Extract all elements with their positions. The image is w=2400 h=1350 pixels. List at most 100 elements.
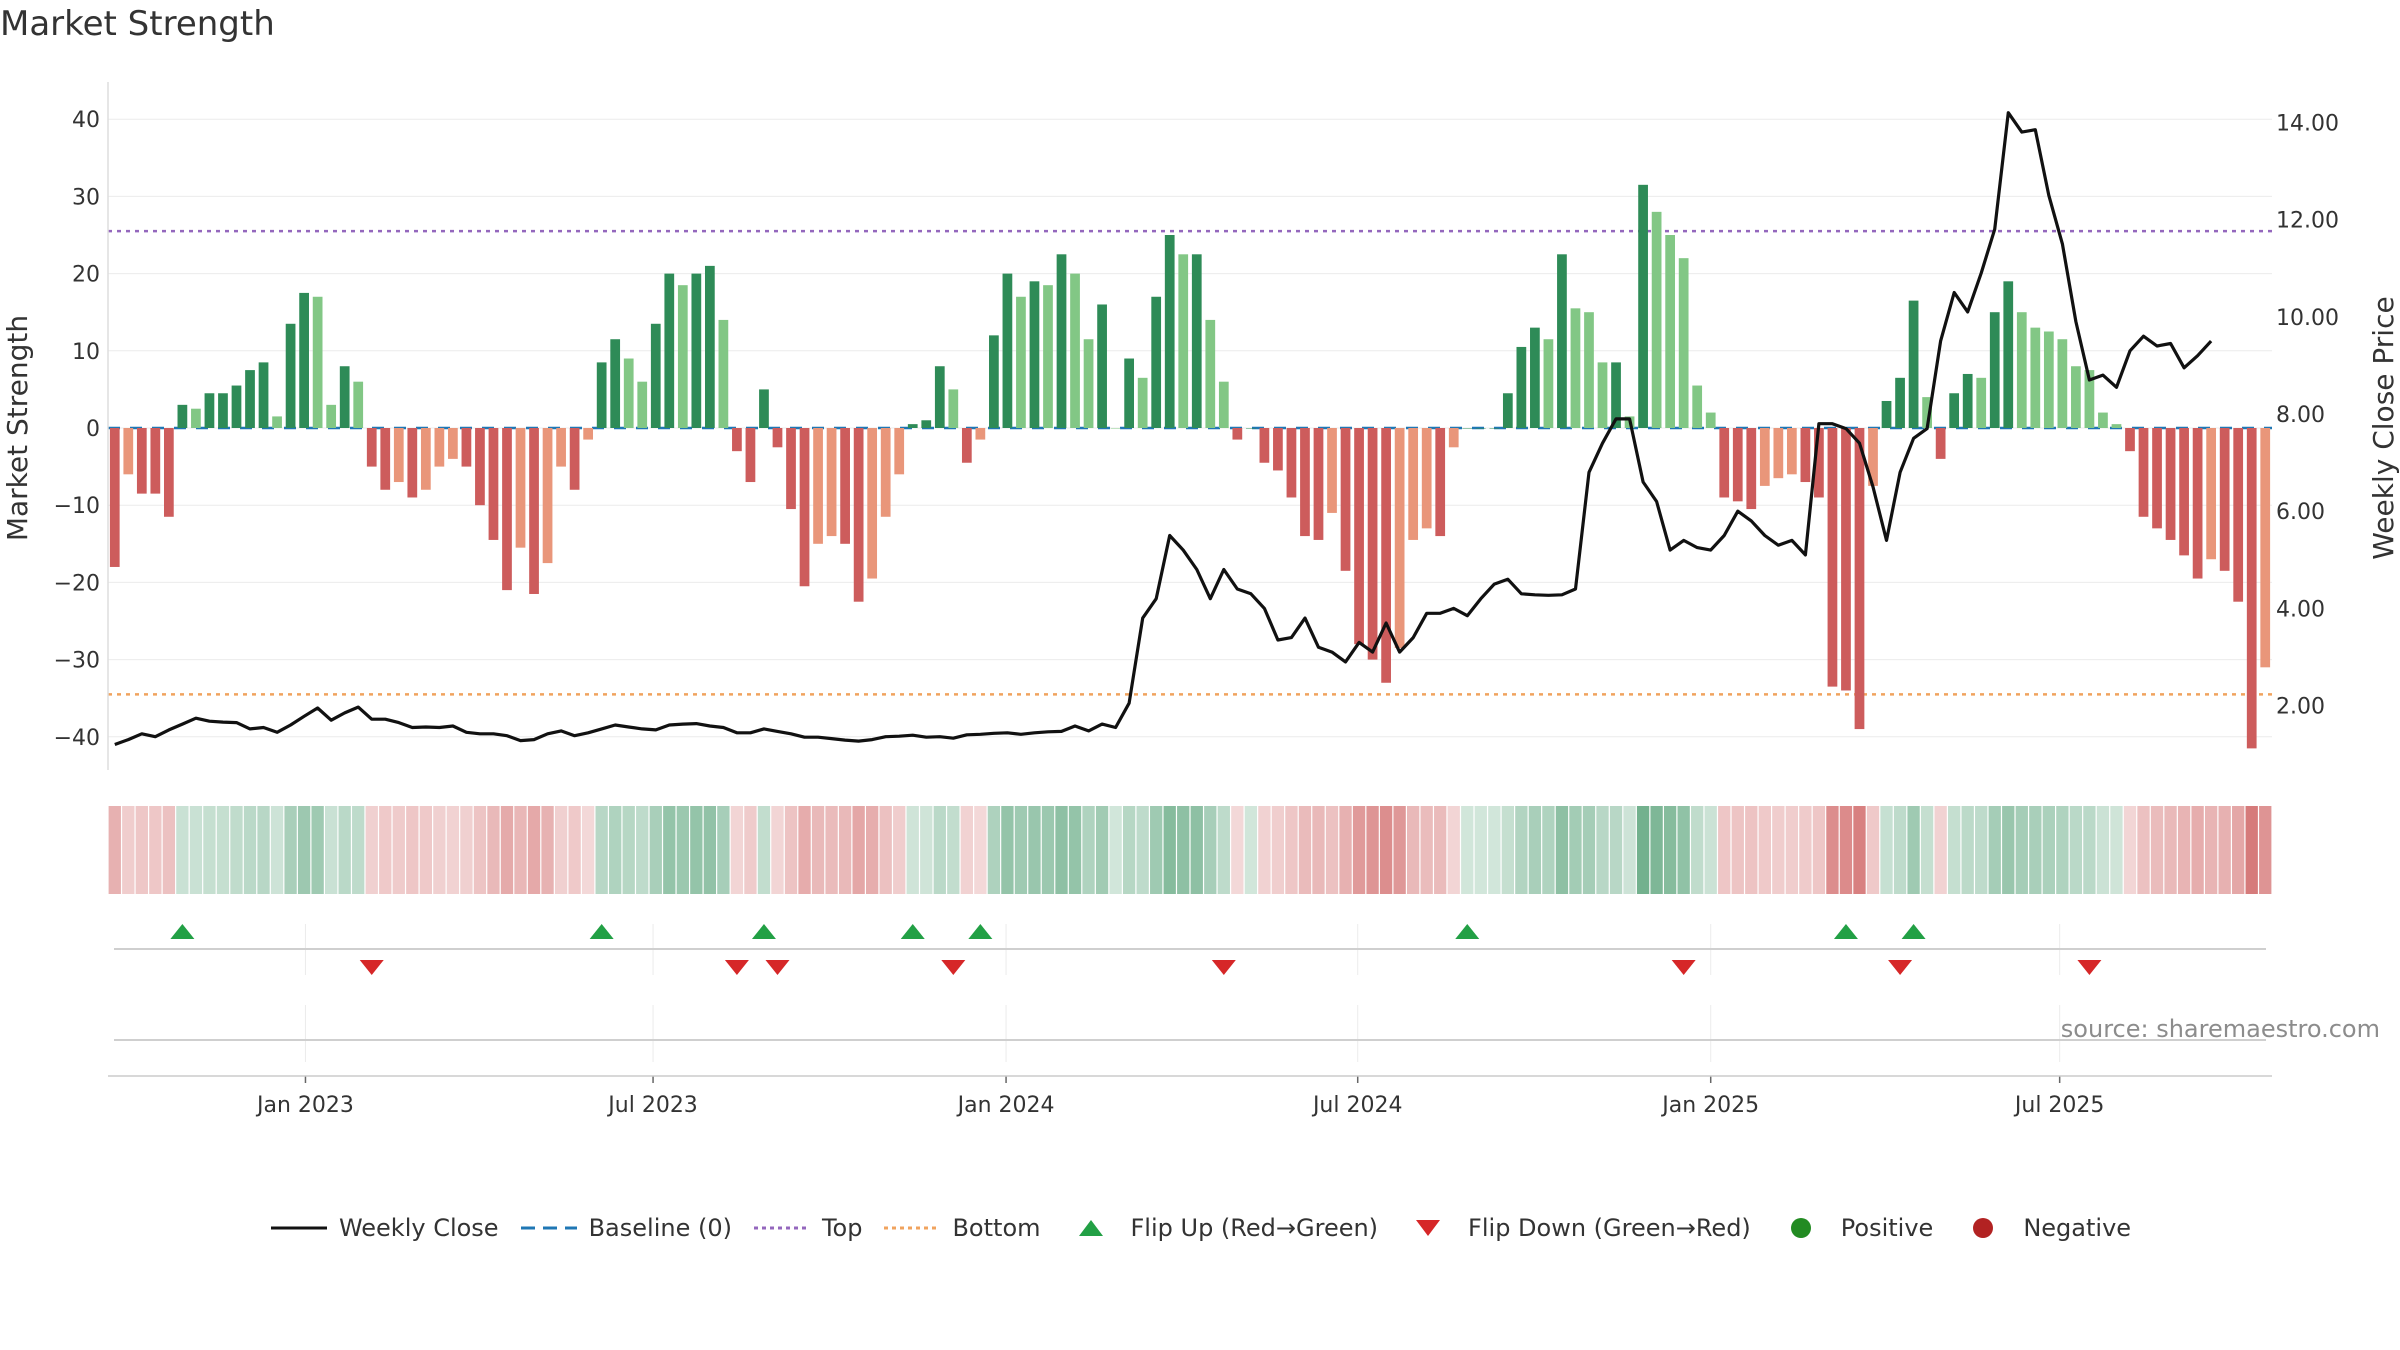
strength-bar — [1043, 285, 1053, 428]
flip-down-marker — [765, 960, 790, 975]
heat-cell — [1447, 806, 1460, 894]
heat-cell — [676, 806, 689, 894]
heat-cell — [122, 806, 135, 894]
strength-bar — [1191, 254, 1202, 428]
heat-cell — [216, 806, 230, 894]
heat-cell — [1799, 806, 1812, 894]
strength-bar — [2206, 428, 2217, 560]
heat-cell — [2083, 806, 2096, 894]
heat-cell — [1758, 806, 1771, 894]
strength-bar — [921, 420, 932, 428]
strength-bar — [907, 424, 918, 428]
legend-item: Baseline (0) — [519, 1214, 732, 1242]
heat-cell — [1636, 806, 1650, 894]
heat-cell — [446, 806, 460, 894]
strength-bar — [299, 292, 309, 428]
strength-bar — [163, 428, 174, 517]
strength-bar — [218, 393, 228, 428]
strength-bar — [1584, 312, 1594, 428]
x-tick-label: Jan 2024 — [956, 1093, 1055, 1118]
strength-bar — [2233, 428, 2244, 602]
strength-bar — [596, 362, 607, 428]
heat-cell — [1407, 806, 1420, 894]
heat-cell — [1014, 806, 1028, 894]
heat-cell — [1122, 806, 1136, 894]
strength-bar — [1746, 428, 1757, 510]
heat-cell — [1745, 806, 1758, 894]
heat-cell — [730, 806, 744, 894]
flip-down-marker — [1888, 960, 1913, 975]
heat-cell — [379, 806, 392, 894]
strength-bar — [488, 428, 499, 540]
heat-cell — [1718, 806, 1731, 894]
legend-item: Top — [752, 1214, 862, 1242]
heat-cell — [636, 806, 649, 894]
heat-cell — [933, 806, 946, 894]
strength-bar — [515, 428, 526, 548]
strength-bar — [1665, 235, 1676, 428]
strength-bar — [1557, 254, 1567, 428]
heat-cell — [2150, 806, 2164, 894]
strength-bar — [1259, 428, 1270, 463]
strength-bar — [1124, 358, 1135, 428]
heat-cell — [838, 806, 852, 894]
heat-cell — [1812, 806, 1826, 894]
heat-cell — [1609, 806, 1623, 894]
flip-down-marker — [941, 960, 966, 975]
heat-cell — [270, 806, 284, 894]
strength-bar — [177, 404, 188, 428]
y-tick-label: 20 — [72, 263, 100, 288]
strength-bar — [1692, 385, 1703, 428]
strength-bar — [1151, 296, 1162, 428]
strength-bar — [2138, 428, 2149, 517]
y2-tick-label: 8.00 — [2276, 403, 2325, 428]
strength-bar — [502, 428, 512, 591]
dotted-symbol — [753, 1226, 810, 1230]
reference-lines — [108, 229, 2272, 696]
strength-bar — [1340, 428, 1351, 571]
heat-cell — [2042, 806, 2055, 894]
strength-bar — [1502, 393, 1513, 428]
strength-bar — [1935, 428, 1946, 459]
strength-bar — [1827, 428, 1838, 687]
heat-cell — [595, 806, 608, 894]
x-tick-label: Jul 2024 — [1311, 1093, 1403, 1118]
strength-bar — [326, 404, 337, 428]
heat-cell — [2137, 806, 2150, 894]
y2-tick-label: 12.00 — [2276, 209, 2339, 234]
heat-cell — [1136, 806, 1149, 894]
strength-bar — [1029, 281, 1040, 428]
strength-bar — [245, 370, 255, 428]
strength-bar — [556, 428, 566, 467]
heat-cell — [744, 806, 757, 894]
strength-bar — [1786, 428, 1797, 475]
line-symbol — [270, 1226, 327, 1230]
strength-bar — [934, 366, 945, 428]
heat-cell — [1109, 806, 1122, 894]
heat-cell — [162, 806, 176, 894]
heat-cell — [338, 806, 351, 894]
strength-bars — [109, 184, 2271, 749]
x-tick-label: Jan 2025 — [1660, 1093, 1759, 1118]
strength-bar — [1773, 428, 1784, 479]
heat-cell — [609, 806, 622, 894]
strength-bar — [448, 428, 458, 459]
strength-bar — [1814, 428, 1824, 498]
y2-axis-title: Weekly Close Price — [2367, 296, 2400, 559]
strength-bar — [542, 428, 553, 564]
heat-cell — [1731, 806, 1744, 894]
heat-cell — [1704, 806, 1717, 894]
strength-bar — [1381, 428, 1391, 683]
strength-bar — [272, 416, 282, 428]
strength-bar — [2192, 428, 2203, 579]
heat-cell — [460, 806, 473, 894]
strength-bar — [704, 265, 715, 428]
heat-cell — [649, 806, 662, 894]
strength-bar — [1002, 273, 1013, 428]
heat-cell — [1461, 806, 1474, 894]
heat-cell — [568, 806, 581, 894]
heat-cell — [1217, 806, 1230, 894]
heat-cell — [1379, 806, 1393, 894]
heat-cell — [352, 806, 365, 894]
heat-cell — [1907, 806, 1920, 894]
